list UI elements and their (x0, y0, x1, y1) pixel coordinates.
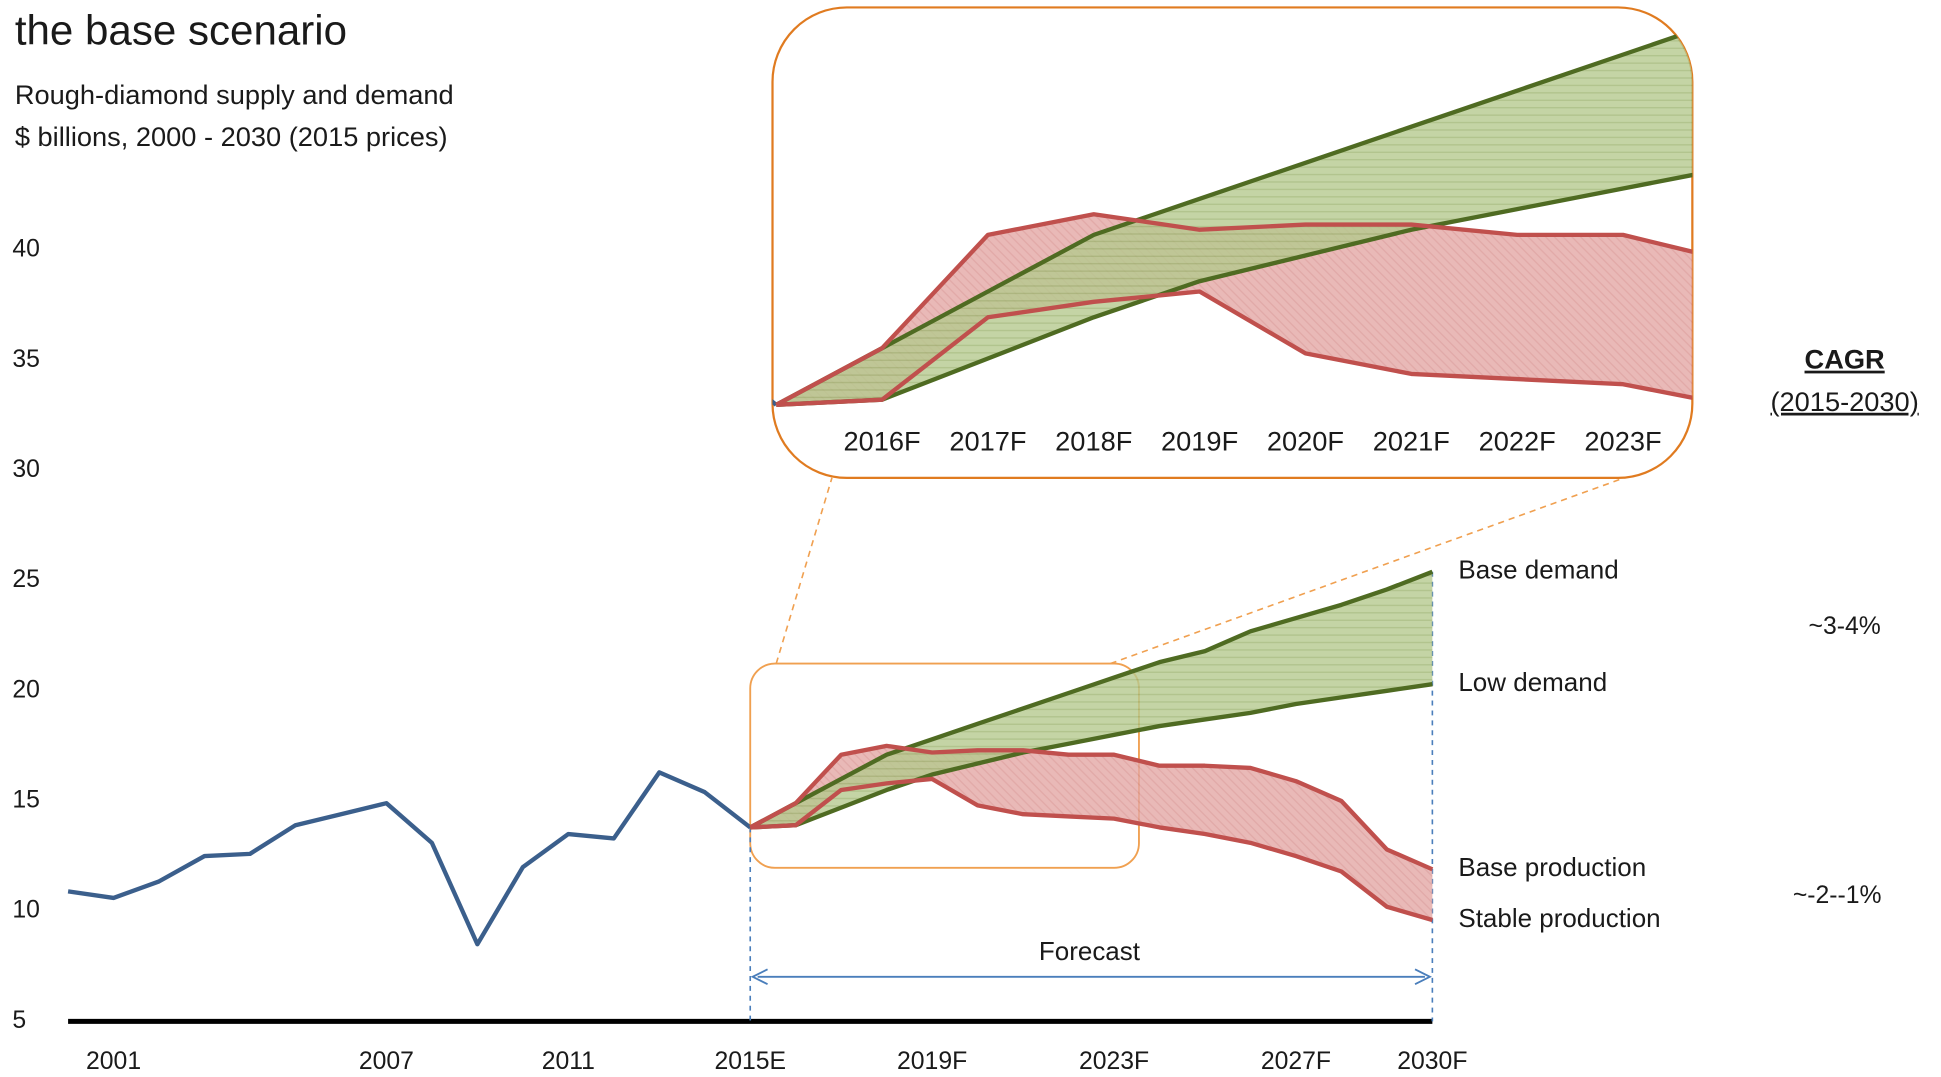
connector (775, 477, 833, 664)
inset-tick-label: 2020F (1267, 425, 1344, 456)
x-tick-label: 2015E (714, 1048, 786, 1075)
connector (1110, 477, 1625, 665)
band-fill (750, 571, 1433, 828)
x-tick-label: 2023F (1079, 1048, 1149, 1075)
cagr-period: (2015-2030) (1770, 386, 1918, 417)
arrow-heads (750, 968, 1432, 986)
y-tick-label: 35 (12, 346, 40, 373)
x-tick-label: 2027F (1261, 1048, 1331, 1075)
inset-tick-label: 2019F (1161, 425, 1238, 456)
x-tick-label: 2007 (359, 1048, 414, 1075)
inset-tick-label: 2016F (843, 425, 920, 456)
series-label: Base production (1458, 852, 1646, 882)
series-line (67, 770, 752, 947)
inset-tick-label: 2018F (1055, 425, 1132, 456)
y-tick-label: 15 (12, 787, 40, 814)
series-line (776, 67, 1693, 407)
series-line (772, 273, 778, 478)
inset-tick-label: 2023F (1584, 425, 1661, 456)
forecast-label: Forecast (1039, 936, 1141, 966)
cagr-value: ~-2--1% (1793, 882, 1882, 909)
y-tick-label: 10 (12, 897, 40, 924)
y-tick-label: 25 (12, 566, 40, 593)
band-fill (776, 7, 1693, 405)
chart-title: the base scenario (15, 7, 347, 54)
x-tick-label: 2011 (542, 1048, 595, 1075)
inset-tick-label: 2022F (1479, 425, 1556, 456)
x-tick-label: 2030F (1397, 1048, 1467, 1075)
y-tick-label: 5 (12, 1007, 26, 1034)
x-tick-label: 2019F (897, 1048, 967, 1075)
subtitle: $ billions, 2000 - 2030 (2015 prices) (15, 121, 448, 152)
series-line (750, 682, 1433, 830)
series-label: Stable production (1458, 903, 1660, 933)
inset-tick-label: 2017F (949, 425, 1026, 456)
inset-tick-label: 2021F (1373, 425, 1450, 456)
y-tick-label: 30 (12, 456, 40, 483)
series-label: Low demand (1458, 667, 1607, 697)
subtitle: Rough-diamond supply and demand (15, 79, 454, 110)
series-line (750, 776, 1433, 923)
cagr-value: ~3-4% (1809, 613, 1881, 640)
series-label: Base demand (1458, 555, 1618, 585)
series-line (749, 569, 1434, 830)
series-line (776, 289, 1693, 478)
cagr-title: CAGR (1805, 344, 1885, 375)
x-tick-label: 2001 (86, 1048, 141, 1075)
inset (772, 7, 1693, 478)
y-tick-label: 40 (12, 236, 40, 263)
series-line (775, 212, 1693, 478)
series-line (749, 743, 1434, 872)
band-fill (750, 745, 1433, 920)
y-tick-label: 20 (12, 676, 40, 703)
series-line (775, 7, 1693, 407)
